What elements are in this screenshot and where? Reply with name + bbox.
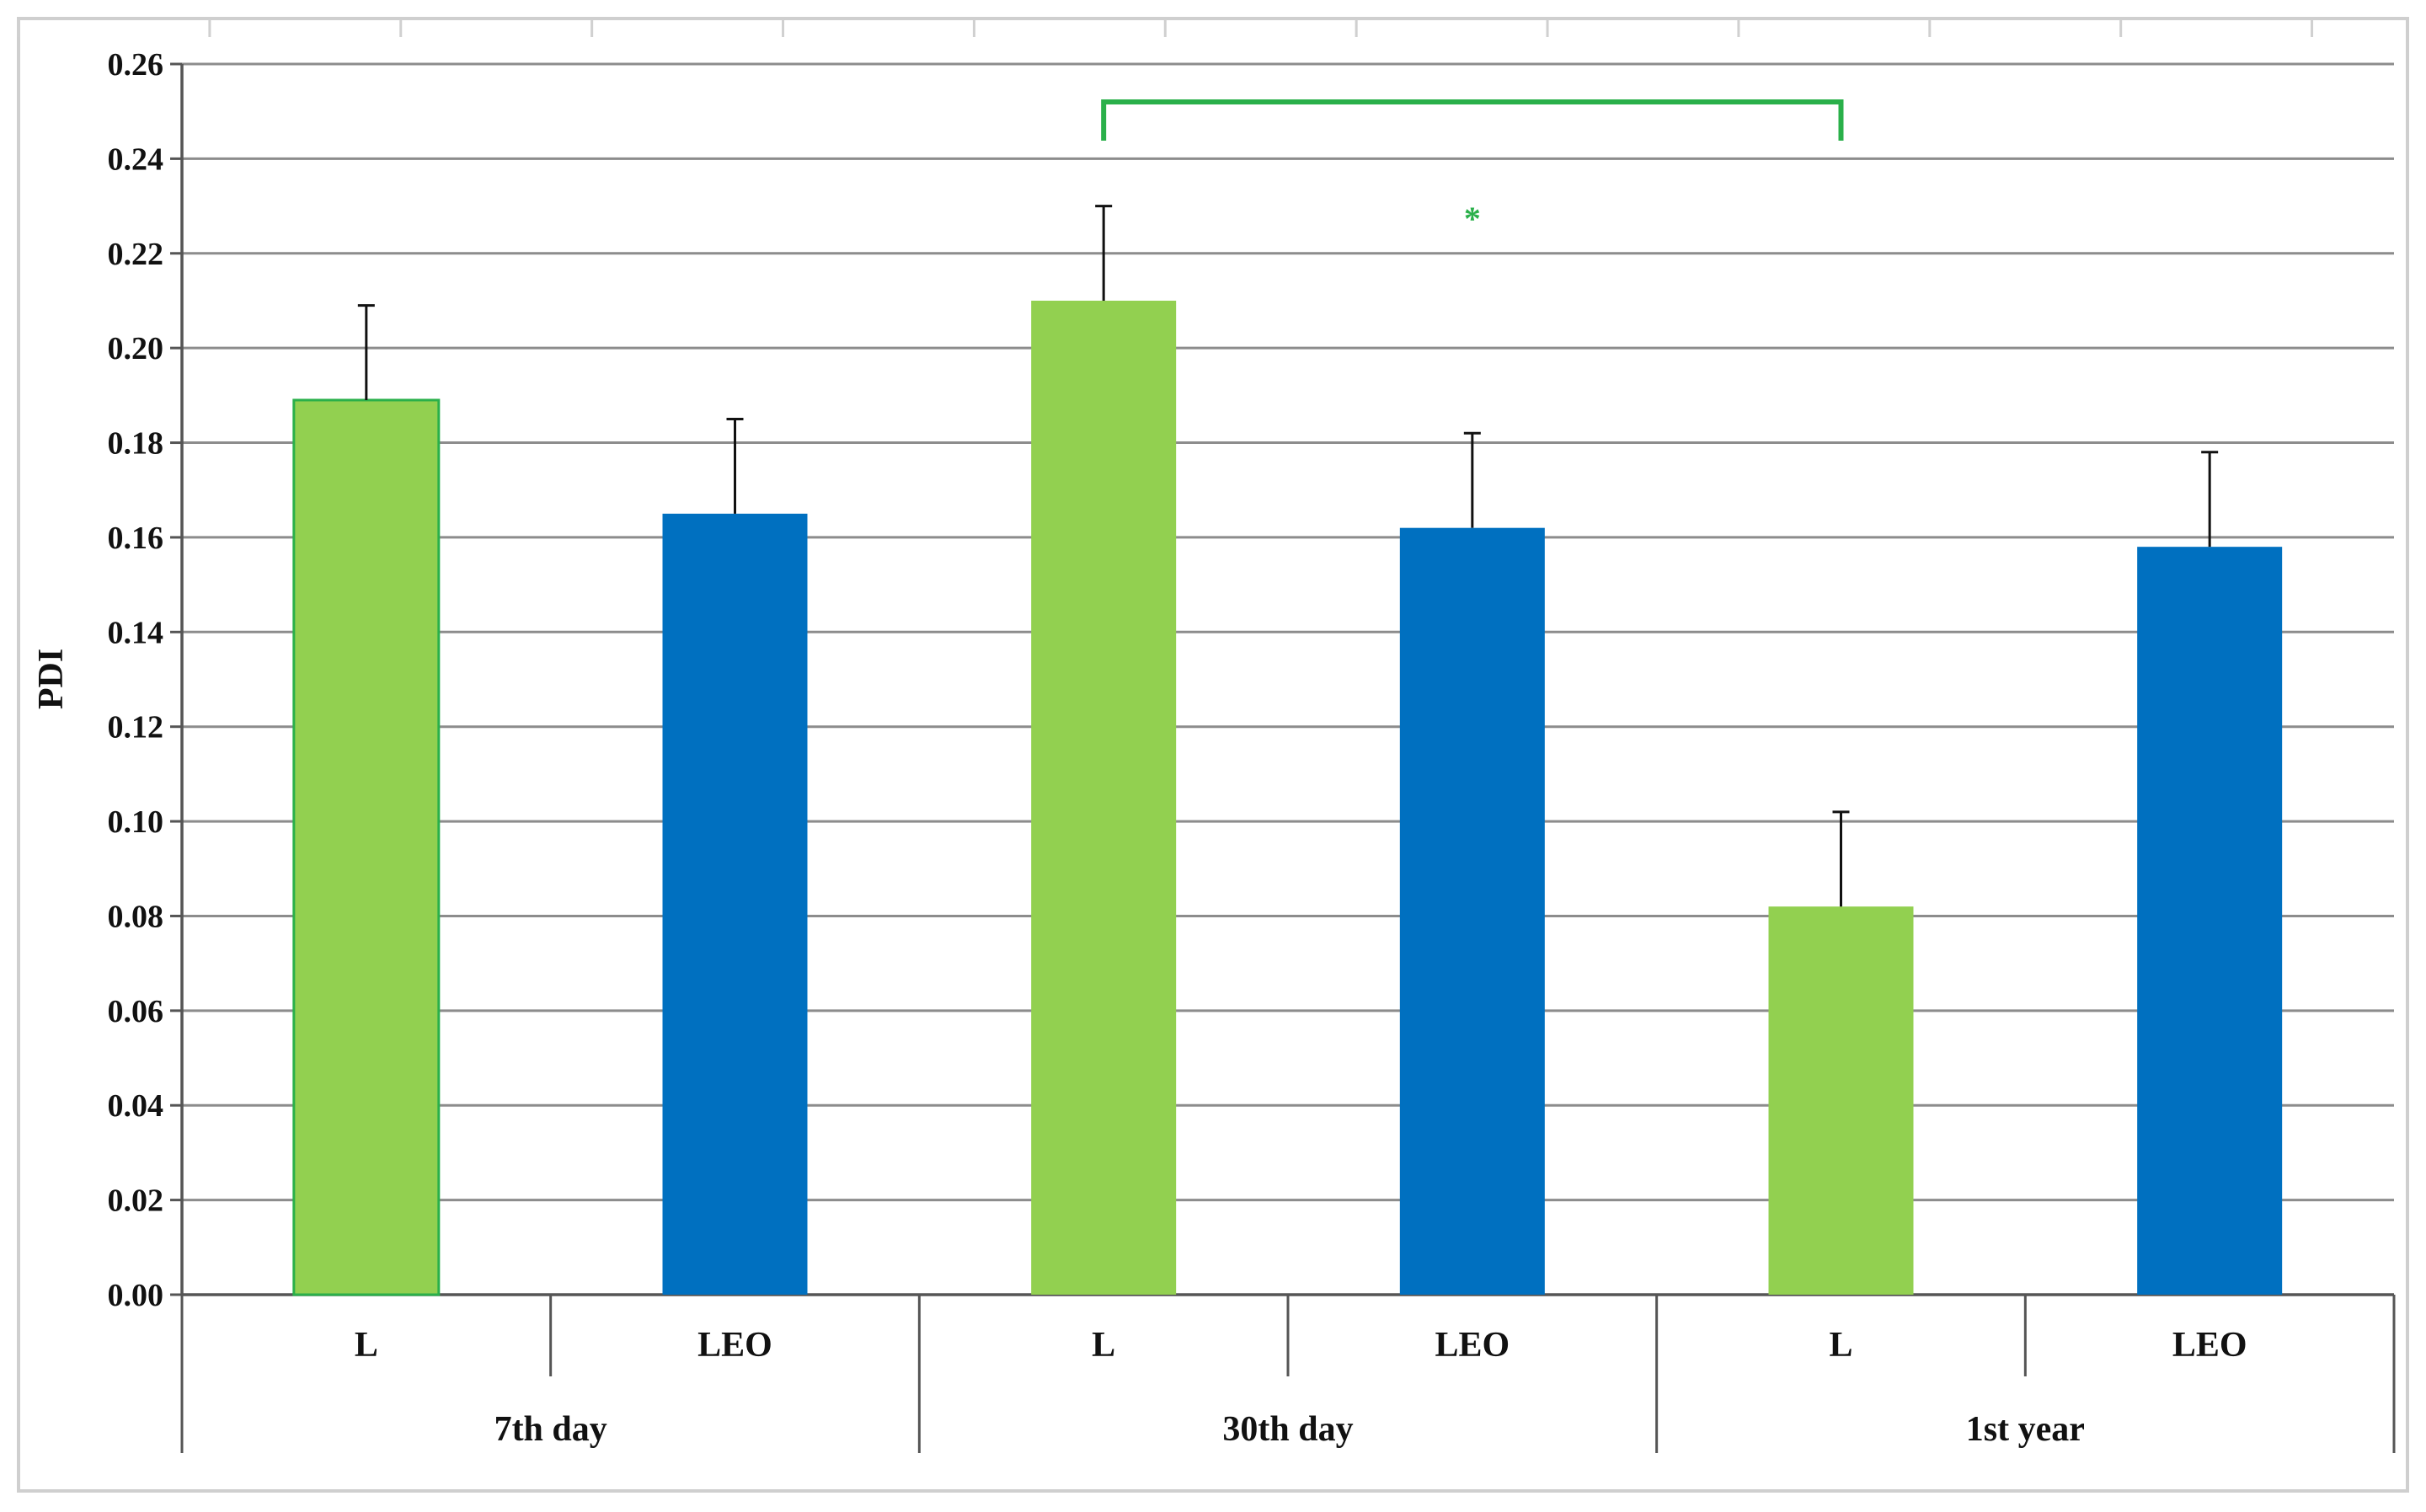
bar-l bbox=[1768, 906, 1914, 1295]
y-tick-label: 0.14 bbox=[108, 615, 164, 650]
x-group-label: 30th day bbox=[1222, 1410, 1353, 1449]
bars bbox=[292, 300, 2283, 1296]
annotations: * bbox=[1101, 99, 1844, 238]
y-tick-label: 0.18 bbox=[108, 426, 164, 462]
significance-marker: * bbox=[1464, 200, 1481, 238]
y-tick-label: 0.00 bbox=[108, 1278, 164, 1313]
y-tick-label: 0.08 bbox=[108, 899, 164, 934]
bar-l bbox=[292, 398, 441, 1296]
y-tick-label: 0.22 bbox=[108, 237, 164, 272]
x-tick-label: L bbox=[1092, 1326, 1115, 1365]
x-tick-label: LEO bbox=[2172, 1326, 2247, 1365]
y-axis-label: PDI bbox=[32, 649, 71, 709]
bar-l bbox=[1031, 300, 1177, 1295]
x-tick-label: L bbox=[1829, 1326, 1852, 1365]
y-tick-label: 0.26 bbox=[108, 47, 164, 83]
x-tick-label: L bbox=[355, 1326, 378, 1365]
x-tick-label: LEO bbox=[1435, 1326, 1510, 1365]
bar-leo bbox=[1399, 527, 1545, 1295]
y-tick-label: 0.10 bbox=[108, 804, 164, 840]
error-bars bbox=[357, 205, 2219, 907]
bar-leo bbox=[2137, 547, 2283, 1295]
significance-bracket bbox=[1101, 99, 1844, 141]
x-group-label: 7th day bbox=[494, 1410, 607, 1449]
y-tick-label: 0.24 bbox=[108, 142, 164, 177]
x-tick-label: LEO bbox=[697, 1326, 772, 1365]
y-tick-label: 0.04 bbox=[108, 1088, 164, 1124]
y-tick-label: 0.16 bbox=[108, 521, 164, 556]
axes: 0.00 0.02 0.04 0.06 0.08 0.10 0.12 0.14 0.16 0.18… bbox=[108, 47, 2396, 1453]
y-tick-label: 0.20 bbox=[108, 331, 164, 366]
x-group-label: 1st year bbox=[1966, 1410, 2085, 1449]
y-tick-label: 0.12 bbox=[108, 710, 164, 745]
bar-leo bbox=[662, 513, 808, 1295]
y-tick-label: 0.06 bbox=[108, 994, 164, 1029]
y-tick-label: 0.02 bbox=[108, 1183, 164, 1219]
